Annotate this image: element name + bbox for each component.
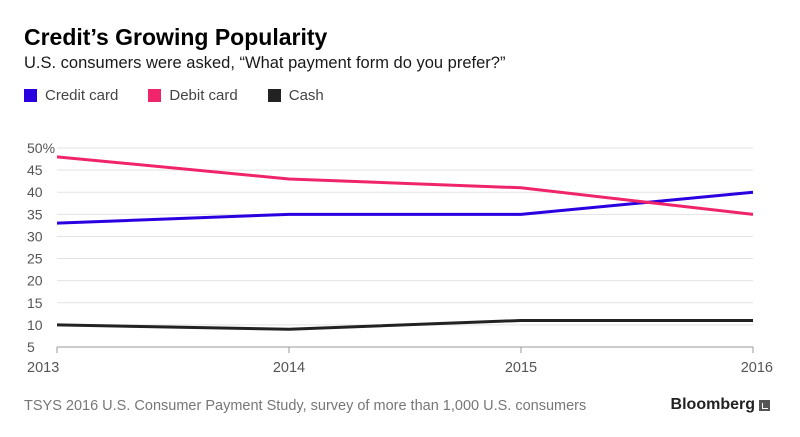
series-line-credit-card bbox=[56, 190, 754, 225]
legend-item-cash: Cash bbox=[267, 87, 324, 104]
series-line-cash bbox=[56, 318, 753, 331]
x-tick-label: 2014 bbox=[273, 360, 305, 376]
legend-item-credit-card: Credit card bbox=[24, 87, 118, 104]
bloomberg-chart-icon bbox=[759, 399, 770, 411]
chart-subtitle: U.S. consumers were asked, “What payment… bbox=[24, 54, 506, 72]
y-tick-label: 30 bbox=[27, 228, 43, 244]
y-tick-label: 50% bbox=[27, 140, 55, 156]
legend: Credit card Debit card Cash bbox=[24, 87, 354, 104]
chart-title: Credit’s Growing Popularity bbox=[24, 24, 328, 50]
y-tick-label: 15 bbox=[27, 295, 43, 311]
y-tick-label: 20 bbox=[27, 273, 43, 289]
legend-swatch bbox=[24, 89, 37, 102]
legend-swatch bbox=[267, 89, 281, 102]
x-tick-label: 2013 bbox=[27, 360, 59, 376]
brand-name: Bloomberg bbox=[670, 396, 755, 413]
y-tick-label: 25 bbox=[27, 251, 43, 267]
legend-swatch bbox=[148, 89, 162, 102]
legend-item-debit-card: Debit card bbox=[148, 87, 238, 104]
y-tick-label: 5 bbox=[27, 339, 35, 355]
y-tick-label: 45 bbox=[27, 162, 43, 178]
brand-logo: Bloomberg bbox=[671, 396, 770, 414]
y-tick-label: 35 bbox=[27, 206, 43, 222]
y-tick-label: 40 bbox=[27, 184, 43, 200]
source-note: TSYS 2016 U.S. Consumer Payment Study, s… bbox=[24, 398, 587, 414]
legend-label: Credit card bbox=[45, 87, 119, 104]
y-tick-label: 10 bbox=[27, 317, 43, 333]
legend-label: Debit card bbox=[169, 87, 238, 104]
legend-label: Cash bbox=[288, 87, 324, 104]
x-tick-label: 2016 bbox=[741, 360, 773, 376]
x-tick-label: 2015 bbox=[505, 360, 537, 376]
series-line-debit-card bbox=[56, 155, 754, 216]
